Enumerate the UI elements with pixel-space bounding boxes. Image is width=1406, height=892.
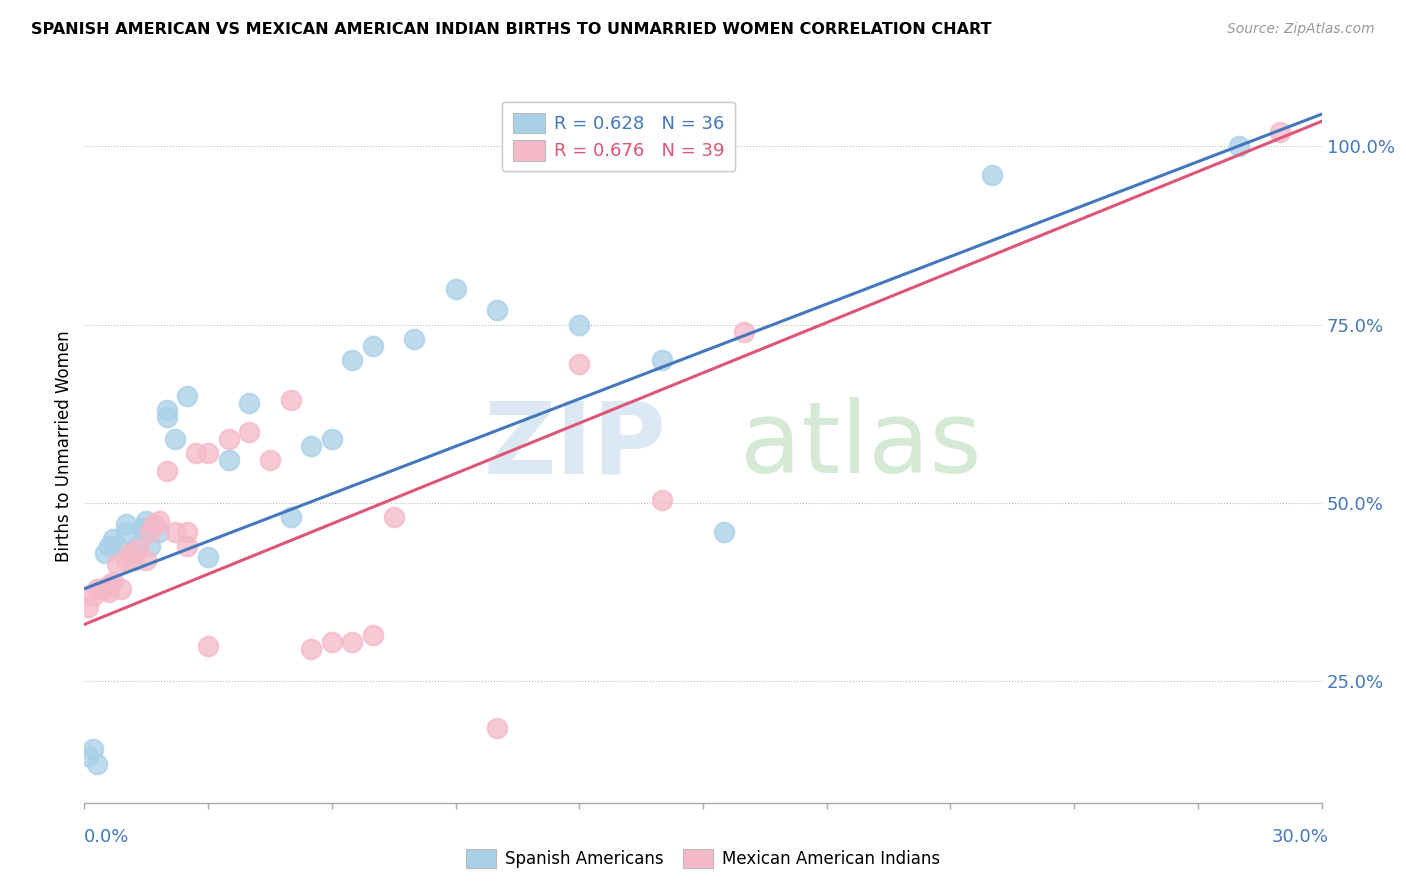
Point xyxy=(485,721,508,735)
Point xyxy=(98,578,121,592)
Point xyxy=(176,389,198,403)
Point xyxy=(135,553,157,567)
Point xyxy=(197,549,219,564)
Point xyxy=(382,510,405,524)
Point xyxy=(98,539,121,553)
Point xyxy=(143,517,166,532)
Point xyxy=(94,582,117,596)
Point xyxy=(404,332,426,346)
Point xyxy=(94,546,117,560)
Point xyxy=(131,521,153,535)
Point xyxy=(238,396,260,410)
Text: SPANISH AMERICAN VS MEXICAN AMERICAN INDIAN BIRTHS TO UNMARRIED WOMEN CORRELATIO: SPANISH AMERICAN VS MEXICAN AMERICAN IND… xyxy=(31,22,991,37)
Point xyxy=(103,574,125,589)
Point xyxy=(90,582,112,596)
Point xyxy=(342,635,364,649)
Point xyxy=(82,742,104,756)
Point xyxy=(444,282,467,296)
Point xyxy=(165,524,187,539)
Point xyxy=(139,524,162,539)
Point xyxy=(321,432,343,446)
Point xyxy=(299,439,322,453)
Point xyxy=(135,514,157,528)
Point xyxy=(105,539,128,553)
Point xyxy=(156,403,179,417)
Point xyxy=(86,756,108,771)
Text: Source: ZipAtlas.com: Source: ZipAtlas.com xyxy=(1227,22,1375,37)
Point xyxy=(184,446,207,460)
Text: 0.0%: 0.0% xyxy=(84,828,129,846)
Point xyxy=(1270,125,1292,139)
Point xyxy=(361,628,384,642)
Point xyxy=(156,410,179,425)
Point xyxy=(485,303,508,318)
Point xyxy=(197,639,219,653)
Point xyxy=(176,524,198,539)
Point xyxy=(568,357,591,371)
Point xyxy=(980,168,1002,182)
Point xyxy=(77,599,100,614)
Point xyxy=(118,546,141,560)
Point xyxy=(361,339,384,353)
Text: atlas: atlas xyxy=(740,398,981,494)
Text: 30.0%: 30.0% xyxy=(1272,828,1329,846)
Point xyxy=(176,539,198,553)
Point xyxy=(103,532,125,546)
Point xyxy=(139,539,162,553)
Point xyxy=(114,524,136,539)
Point xyxy=(105,557,128,571)
Point xyxy=(651,492,673,507)
Legend: R = 0.628   N = 36, R = 0.676   N = 39: R = 0.628 N = 36, R = 0.676 N = 39 xyxy=(502,102,735,171)
Point xyxy=(197,446,219,460)
Point xyxy=(321,635,343,649)
Point xyxy=(238,425,260,439)
Y-axis label: Births to Unmarried Women: Births to Unmarried Women xyxy=(55,330,73,562)
Point xyxy=(342,353,364,368)
Point xyxy=(280,510,302,524)
Point xyxy=(733,325,755,339)
Point xyxy=(82,589,104,603)
Point xyxy=(110,582,132,596)
Point xyxy=(651,353,673,368)
Legend: Spanish Americans, Mexican American Indians: Spanish Americans, Mexican American Indi… xyxy=(460,842,946,875)
Point xyxy=(218,453,240,467)
Point xyxy=(218,432,240,446)
Point xyxy=(1227,139,1250,153)
Point xyxy=(77,749,100,764)
Point xyxy=(280,392,302,407)
Point xyxy=(259,453,281,467)
Point xyxy=(165,432,187,446)
Point xyxy=(713,524,735,539)
Point xyxy=(568,318,591,332)
Text: ZIP: ZIP xyxy=(484,398,666,494)
Point xyxy=(114,553,136,567)
Point xyxy=(156,464,179,478)
Point xyxy=(122,546,145,560)
Point xyxy=(148,524,170,539)
Point xyxy=(299,642,322,657)
Point xyxy=(135,524,157,539)
Point xyxy=(114,517,136,532)
Point xyxy=(148,514,170,528)
Point xyxy=(127,542,149,557)
Point xyxy=(86,582,108,596)
Point xyxy=(122,553,145,567)
Point xyxy=(127,539,149,553)
Point xyxy=(98,585,121,599)
